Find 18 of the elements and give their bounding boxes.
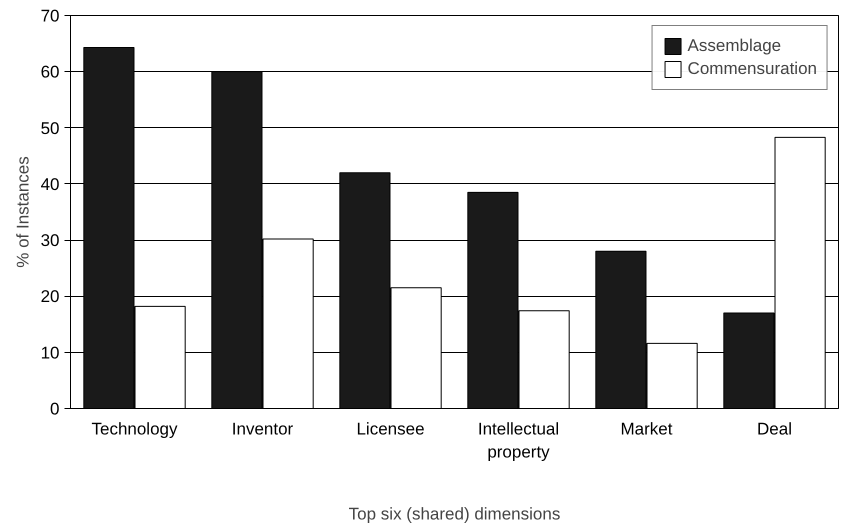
x-tick-label: Licensee: [356, 420, 425, 438]
x-tick-label: Technology: [92, 420, 178, 438]
y-tick-label: 20: [40, 287, 60, 306]
x-tick-label: Intellectual property: [478, 420, 560, 462]
y-tick-label: 70: [40, 6, 60, 26]
x-axis-title: Top six (shared) dimensions: [348, 504, 560, 524]
x-tick-label: Deal: [757, 420, 792, 438]
y-tick-label: 30: [40, 231, 60, 250]
x-tick-label: Inventor: [232, 420, 294, 438]
y-axis-title: % of Instances: [14, 156, 33, 268]
y-tick-label: 60: [40, 62, 60, 82]
y-tick-label: 40: [40, 174, 60, 194]
legend-label: Assemblage: [688, 36, 782, 56]
y-tick-label: 10: [40, 343, 60, 362]
legend-label: Commensuration: [688, 59, 817, 79]
y-tick-label: 0: [50, 400, 60, 418]
y-tick-label: 50: [40, 118, 60, 138]
x-tick-label: Market: [620, 420, 673, 438]
